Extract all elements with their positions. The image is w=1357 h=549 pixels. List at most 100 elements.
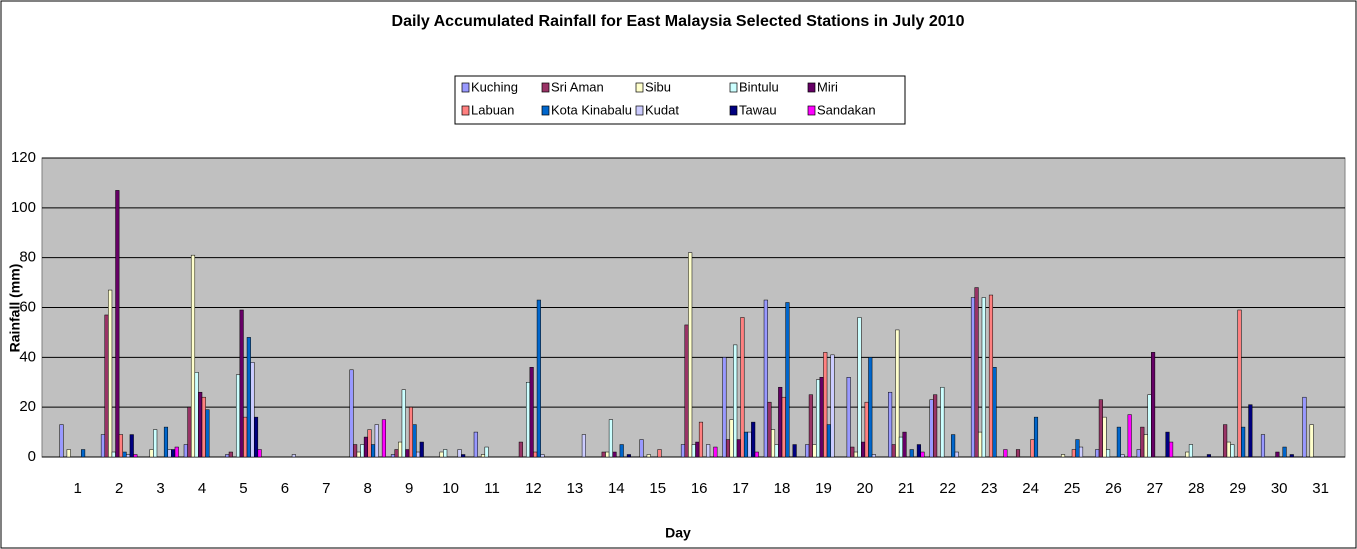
x-tick-label: 2 <box>115 480 123 497</box>
bar <box>608 419 613 458</box>
x-tick-label: 29 <box>1229 480 1246 497</box>
bar <box>536 299 541 458</box>
bar <box>533 451 538 458</box>
bar <box>194 372 199 458</box>
bar <box>81 449 86 458</box>
x-tick-label: 6 <box>281 480 289 497</box>
bar <box>167 449 172 458</box>
bar <box>763 299 768 458</box>
legend-swatch <box>541 105 550 116</box>
bar <box>823 352 828 458</box>
bar <box>111 451 116 458</box>
x-tick-label: 9 <box>405 480 413 497</box>
legend-label: Tawau <box>739 102 777 117</box>
bar <box>1030 439 1035 458</box>
bar <box>419 441 424 458</box>
bar <box>115 190 120 458</box>
legend-label: Sri Aman <box>551 79 604 94</box>
bar <box>819 377 824 458</box>
bar <box>1143 434 1148 458</box>
bar <box>626 454 631 458</box>
bar <box>974 287 979 458</box>
bar <box>808 394 813 458</box>
bar <box>1289 454 1294 458</box>
bar <box>722 357 727 458</box>
bar <box>933 394 938 458</box>
bar <box>680 444 686 458</box>
bar <box>888 391 893 458</box>
x-tick-label: 19 <box>815 480 832 497</box>
bar <box>853 451 858 458</box>
bar <box>805 444 810 458</box>
bar <box>706 444 711 458</box>
bar <box>257 449 262 458</box>
bar <box>981 297 986 458</box>
bar <box>733 344 738 458</box>
bar <box>646 454 651 458</box>
bar <box>774 444 779 458</box>
bar <box>684 324 689 458</box>
legend-box <box>454 75 906 125</box>
bar <box>846 377 851 458</box>
bar <box>540 454 545 458</box>
y-axis-label: Rainfall (mm) <box>7 264 23 353</box>
bar <box>187 406 192 458</box>
x-tick-label: 14 <box>608 480 625 497</box>
bar <box>902 431 907 458</box>
bar <box>970 297 976 458</box>
bar <box>1185 451 1190 458</box>
x-tick-label: 1 <box>74 480 82 497</box>
bar <box>1260 434 1266 458</box>
bar <box>1116 426 1121 458</box>
bar <box>126 454 131 458</box>
bar <box>951 434 956 458</box>
legend-swatch <box>729 105 738 116</box>
y-tick-label: 100 <box>11 199 36 216</box>
legend-swatch <box>807 105 816 116</box>
chart-title: Daily Accumulated Rainfall for East Mala… <box>392 13 965 30</box>
x-tick-label: 3 <box>156 480 164 497</box>
bar <box>898 436 903 458</box>
bar <box>857 317 862 458</box>
bar <box>785 302 790 458</box>
bar <box>850 446 855 458</box>
bar <box>201 396 206 458</box>
legend-label: Kudat <box>645 102 679 117</box>
x-tick-label: 5 <box>239 480 247 497</box>
bar <box>826 424 831 458</box>
bar <box>198 391 203 458</box>
y-tick-label: 80 <box>19 249 36 266</box>
bar <box>246 337 251 458</box>
bar <box>868 357 873 458</box>
bar <box>1165 431 1170 458</box>
bar <box>104 314 109 458</box>
bar <box>394 449 399 458</box>
x-tick-label: 11 <box>484 480 500 497</box>
bar <box>1015 449 1021 458</box>
bar <box>371 444 376 458</box>
bar <box>751 421 756 458</box>
x-tick-label: 21 <box>898 480 915 497</box>
bar <box>639 439 644 458</box>
bar <box>816 379 821 458</box>
legend-swatch <box>635 105 644 116</box>
x-tick-label: 16 <box>691 480 708 497</box>
bar <box>205 409 210 458</box>
bar <box>1136 449 1141 458</box>
x-tick-label: 10 <box>442 480 459 497</box>
bar <box>360 444 365 458</box>
bar <box>250 362 255 458</box>
legend-swatch <box>461 82 470 93</box>
bar <box>401 389 406 458</box>
x-tick-label: 31 <box>1312 480 1329 497</box>
bar <box>118 434 123 458</box>
bar <box>122 451 127 458</box>
bar <box>891 444 896 458</box>
x-tick-label: 7 <box>322 480 330 497</box>
y-tick-label: 60 <box>19 298 36 315</box>
bar <box>174 446 179 458</box>
x-axis-label: Day <box>665 525 691 541</box>
bar <box>713 446 718 458</box>
bar <box>612 451 617 458</box>
